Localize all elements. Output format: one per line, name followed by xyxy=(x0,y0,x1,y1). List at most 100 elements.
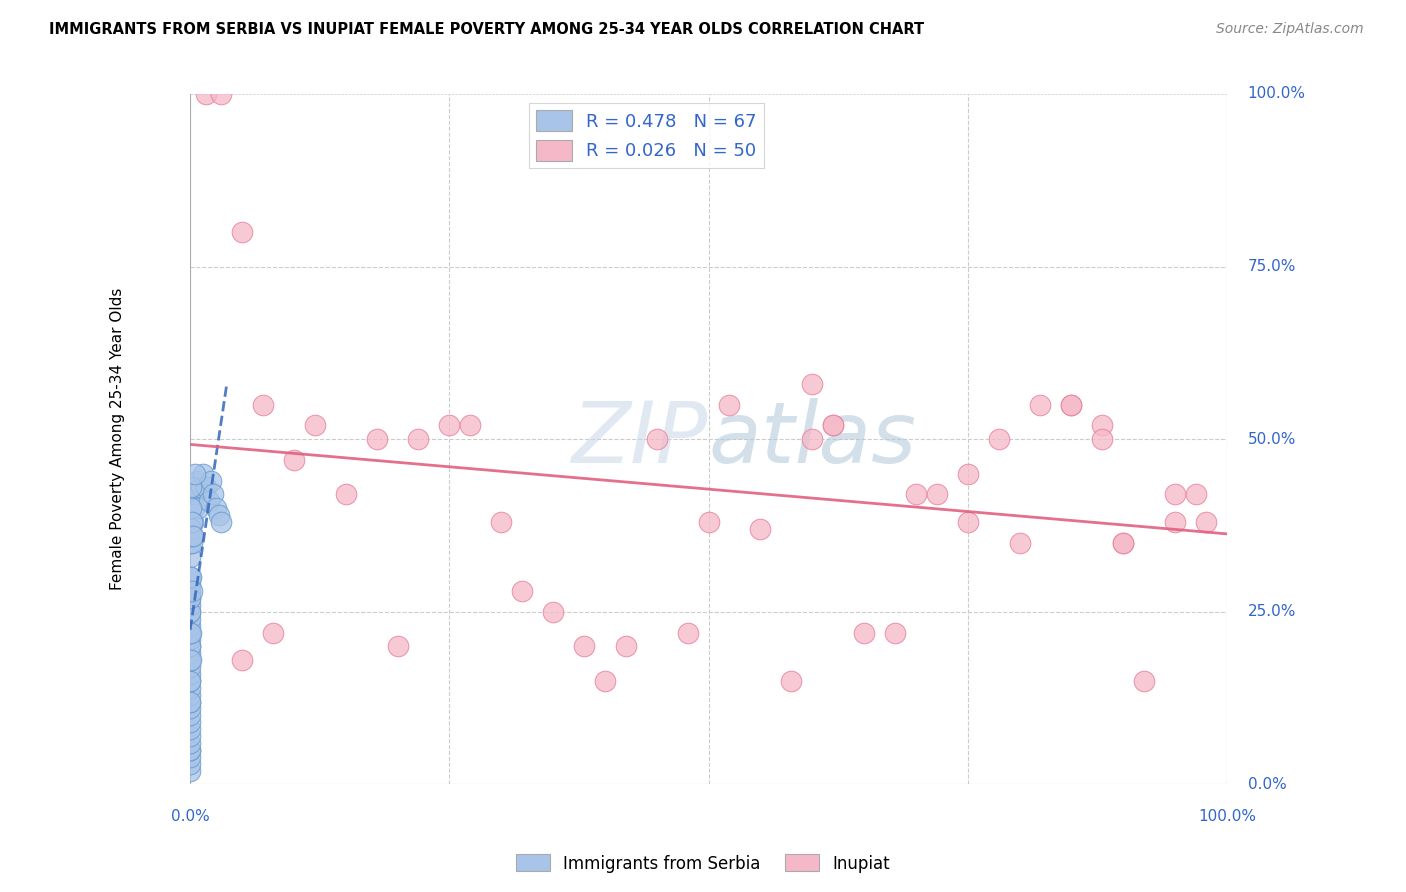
Point xyxy=(179,625,201,640)
Point xyxy=(179,653,201,667)
Point xyxy=(179,625,201,640)
Point xyxy=(1060,398,1083,412)
Point xyxy=(179,695,201,709)
Point xyxy=(179,598,201,612)
Point xyxy=(572,640,595,654)
Point xyxy=(184,467,207,481)
Point xyxy=(1164,515,1187,529)
Point xyxy=(231,225,253,239)
Point xyxy=(1091,432,1114,446)
Point xyxy=(252,398,274,412)
Point xyxy=(541,605,564,619)
Point xyxy=(1184,487,1206,501)
Point xyxy=(181,529,204,543)
Point xyxy=(194,87,217,101)
Point xyxy=(179,640,201,654)
Point xyxy=(181,515,204,529)
Point xyxy=(304,418,326,433)
Point xyxy=(283,453,305,467)
Point xyxy=(186,474,208,488)
Point xyxy=(179,722,201,736)
Point xyxy=(821,418,844,433)
Point xyxy=(645,432,668,446)
Point xyxy=(205,501,228,516)
Point xyxy=(209,515,232,529)
Point xyxy=(387,640,409,654)
Point xyxy=(1112,535,1135,549)
Point xyxy=(179,605,201,619)
Text: Source: ZipAtlas.com: Source: ZipAtlas.com xyxy=(1216,22,1364,37)
Point xyxy=(231,653,253,667)
Point xyxy=(180,529,202,543)
Point xyxy=(614,640,637,654)
Point xyxy=(262,625,284,640)
Point xyxy=(198,494,221,508)
Legend: Immigrants from Serbia, Inupiat: Immigrants from Serbia, Inupiat xyxy=(509,847,897,880)
Point xyxy=(180,501,202,516)
Point xyxy=(180,481,202,495)
Text: 25.0%: 25.0% xyxy=(1247,604,1296,619)
Point xyxy=(179,736,201,750)
Point xyxy=(904,487,927,501)
Point xyxy=(593,673,616,688)
Point xyxy=(884,625,907,640)
Point xyxy=(179,756,201,771)
Point xyxy=(179,549,201,564)
Point xyxy=(366,432,388,446)
Text: 100.0%: 100.0% xyxy=(1198,809,1256,823)
Point xyxy=(179,646,201,660)
Point xyxy=(201,487,224,501)
Point xyxy=(179,681,201,695)
Point xyxy=(801,432,824,446)
Text: 100.0%: 100.0% xyxy=(1247,87,1306,102)
Text: 50.0%: 50.0% xyxy=(1247,432,1296,447)
Point xyxy=(179,612,201,626)
Text: IMMIGRANTS FROM SERBIA VS INUPIAT FEMALE POVERTY AMONG 25-34 YEAR OLDS CORRELATI: IMMIGRANTS FROM SERBIA VS INUPIAT FEMALE… xyxy=(49,22,924,37)
Point xyxy=(181,535,204,549)
Point xyxy=(749,522,772,536)
Point xyxy=(439,418,461,433)
Point xyxy=(925,487,948,501)
Point xyxy=(179,570,201,584)
Text: 0.0%: 0.0% xyxy=(1247,777,1286,792)
Point xyxy=(179,673,201,688)
Point xyxy=(510,584,533,599)
Point xyxy=(1029,398,1052,412)
Point xyxy=(718,398,741,412)
Point xyxy=(489,515,512,529)
Point xyxy=(179,749,201,764)
Text: 75.0%: 75.0% xyxy=(1247,259,1296,274)
Point xyxy=(179,764,201,778)
Point xyxy=(406,432,429,446)
Point xyxy=(676,625,699,640)
Point xyxy=(179,715,201,730)
Point xyxy=(179,605,201,619)
Point xyxy=(179,673,201,688)
Point xyxy=(1091,418,1114,433)
Point xyxy=(956,467,979,481)
Point xyxy=(821,418,844,433)
Point xyxy=(179,570,201,584)
Point xyxy=(181,515,204,529)
Point xyxy=(184,487,207,501)
Point xyxy=(180,625,202,640)
Point xyxy=(179,701,201,715)
Point xyxy=(987,432,1010,446)
Point xyxy=(1195,515,1218,529)
Legend: R = 0.478   N = 67, R = 0.026   N = 50: R = 0.478 N = 67, R = 0.026 N = 50 xyxy=(529,103,763,168)
Point xyxy=(458,418,481,433)
Point xyxy=(956,515,979,529)
Point xyxy=(179,695,201,709)
Point xyxy=(179,577,201,591)
Point xyxy=(1164,487,1187,501)
Point xyxy=(183,501,205,516)
Point xyxy=(181,584,204,599)
Point xyxy=(180,570,202,584)
Point xyxy=(200,474,222,488)
Point xyxy=(179,632,201,647)
Text: Female Poverty Among 25-34 Year Olds: Female Poverty Among 25-34 Year Olds xyxy=(110,288,125,591)
Point xyxy=(853,625,876,640)
Point xyxy=(1112,535,1135,549)
Point xyxy=(1133,673,1156,688)
Text: atlas: atlas xyxy=(709,398,917,481)
